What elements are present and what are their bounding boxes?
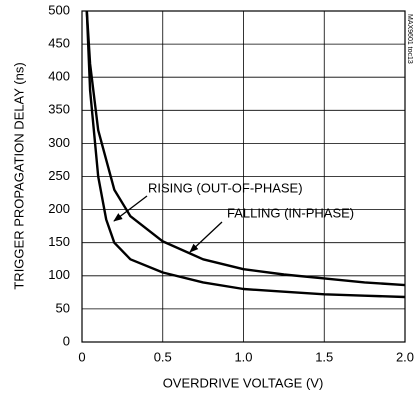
y-tick-label: 0 — [63, 333, 70, 348]
y-axis-title: TRIGGER PROPAGATION DELAY (ns) — [11, 62, 26, 289]
y-tick-label: 450 — [48, 36, 70, 51]
x-tick-label: 1.5 — [315, 349, 333, 364]
series-label: FALLING (IN-PHASE) — [227, 205, 354, 220]
y-tick-label: 50 — [56, 300, 70, 315]
rising-arrow — [113, 195, 148, 222]
y-tick-label: 500 — [48, 2, 70, 17]
series-line — [85, 11, 405, 287]
y-tick-label: 400 — [48, 69, 70, 84]
y-tick-label: 250 — [48, 168, 70, 183]
falling-arrow — [189, 221, 223, 253]
series-label: RISING (OUT-OF-PHASE) — [148, 180, 303, 195]
x-tick-label: 0.5 — [154, 349, 172, 364]
y-tick-label: 300 — [48, 135, 70, 150]
x-axis-title: OVERDRIVE VOLTAGE (V) — [163, 375, 324, 390]
figure-code: MAX9601 toc13 — [406, 14, 413, 64]
series-line — [85, 11, 405, 299]
x-tick-label: 2.0 — [396, 349, 414, 364]
x-tick-label: 1.0 — [234, 349, 252, 364]
x-tick-label: 0 — [78, 349, 85, 364]
y-tick-label: 150 — [48, 234, 70, 249]
y-tick-label: 350 — [48, 102, 70, 117]
y-tick-label: 200 — [48, 201, 70, 216]
y-tick-label: 100 — [48, 267, 70, 282]
